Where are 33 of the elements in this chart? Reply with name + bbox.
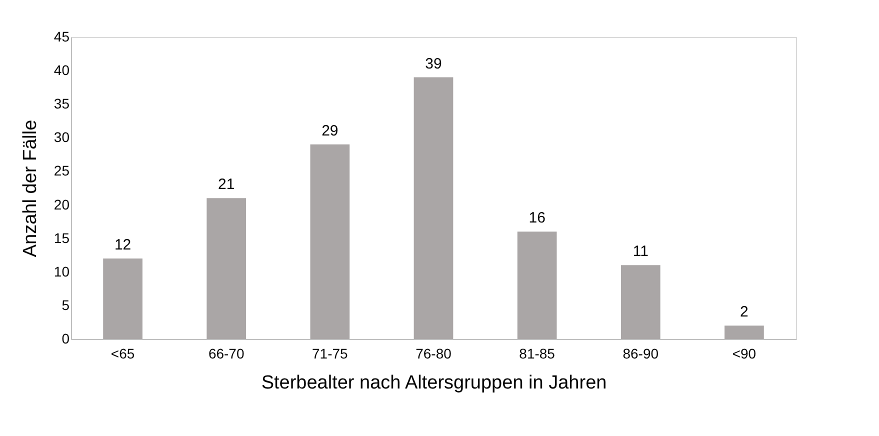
data-label: 16 (528, 210, 546, 227)
x-axis-title: Sterbealter nach Altersgruppen in Jahren (261, 372, 607, 394)
bar (414, 77, 454, 339)
data-label: 2 (740, 304, 748, 321)
data-label: 29 (322, 122, 338, 140)
bar (103, 258, 142, 339)
x-tick-label: <65 (110, 346, 135, 362)
x-tick-label: 71-75 (312, 346, 348, 362)
y-tick-label: 15 (54, 230, 70, 246)
bar (517, 232, 557, 339)
bar (310, 144, 350, 339)
y-tick-label: 35 (54, 96, 70, 112)
data-label: 39 (425, 55, 442, 72)
y-tick-label: 10 (54, 263, 70, 280)
bar (724, 326, 764, 339)
y-tick-label: 20 (54, 196, 70, 212)
y-tick-label: 0 (62, 330, 70, 346)
x-tick-label: 86-90 (622, 346, 659, 362)
y-tick-label: 5 (62, 296, 70, 313)
y-tick-label: 30 (54, 129, 70, 146)
bar (206, 198, 246, 339)
x-tick-label: <90 (732, 346, 756, 362)
x-tick-label: 81-85 (519, 346, 556, 362)
y-tick-label: 40 (54, 62, 70, 78)
x-tick-label: 66-70 (208, 346, 244, 362)
data-label: 11 (632, 243, 648, 260)
x-tick-label: 76-80 (416, 346, 452, 362)
y-tick-label: 45 (54, 28, 70, 44)
data-label: 12 (114, 236, 132, 254)
data-label: 21 (218, 176, 235, 194)
y-tick-label: 25 (54, 162, 70, 179)
bar (620, 265, 660, 339)
y-axis-title: Anzahl der Fälle (20, 120, 41, 258)
